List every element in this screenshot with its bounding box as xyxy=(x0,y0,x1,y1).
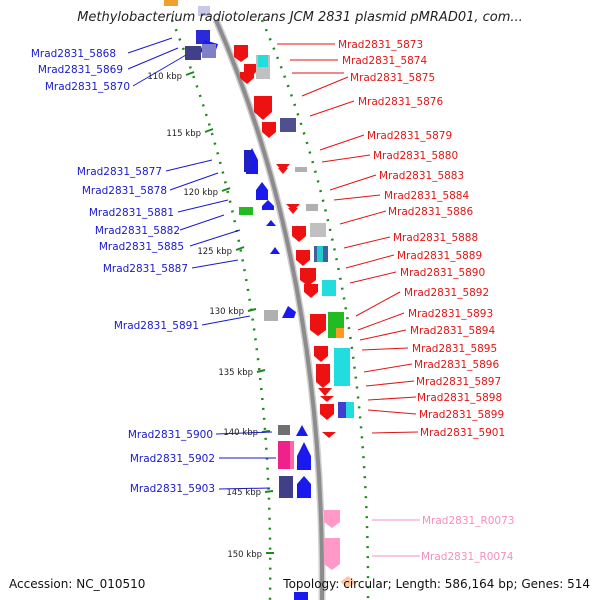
gene-block-top-pale xyxy=(198,6,210,16)
left-strand-genes xyxy=(185,30,311,600)
scale-label: 150 kbp xyxy=(227,550,262,560)
rna-gene-labels: Mrad2831_R0073 Mrad2831_R0074 xyxy=(421,515,514,563)
gene-label-right[interactable]: Mrad2831_5901 xyxy=(420,427,505,439)
gene-label-left[interactable]: Mrad2831_5903 xyxy=(130,483,215,495)
gene-label-right[interactable]: Mrad2831_5879 xyxy=(367,130,452,142)
map-title: Methylobacterium radiotolerans JCM 2831 … xyxy=(77,10,523,25)
scale-label: 120 kbp xyxy=(183,188,218,198)
accession-text: Accession: NC_010510 xyxy=(9,577,146,591)
gene-label-right[interactable]: Mrad2831_5886 xyxy=(388,206,473,218)
gene-label-right[interactable]: Mrad2831_5889 xyxy=(397,250,482,262)
gene-label-left[interactable]: Mrad2831_5881 xyxy=(89,207,174,219)
gene-label-right[interactable]: Mrad2831_5880 xyxy=(373,150,458,162)
gene-label-left[interactable]: Mrad2831_5902 xyxy=(130,453,215,465)
right-gene-labels: Mrad2831_5873 Mrad2831_5874 Mrad2831_587… xyxy=(338,39,505,439)
gene-label-right[interactable]: Mrad2831_5890 xyxy=(400,267,485,279)
scale-label: 145 kbp xyxy=(226,488,261,498)
scale-label: 130 kbp xyxy=(209,307,244,317)
gene-block-top-orange xyxy=(164,0,178,6)
gene-label-right[interactable]: Mrad2831_5875 xyxy=(350,72,435,84)
gene-label-left[interactable]: Mrad2831_5885 xyxy=(99,241,184,253)
rna-leader-lines xyxy=(372,519,420,557)
gene-label-rna[interactable]: Mrad2831_R0073 xyxy=(422,515,514,527)
scale-label: 125 kbp xyxy=(197,247,232,257)
gene-label-right[interactable]: Mrad2831_5873 xyxy=(338,39,423,51)
gene-label-right[interactable]: Mrad2831_5888 xyxy=(393,232,478,244)
scale-ticks xyxy=(185,71,274,554)
left-gene-labels: Mrad2831_5868 Mrad2831_5869 Mrad2831_587… xyxy=(31,48,215,495)
gene-label-right[interactable]: Mrad2831_5893 xyxy=(408,308,493,320)
gene-label-left[interactable]: Mrad2831_5887 xyxy=(103,263,188,275)
gene-label-left[interactable]: Mrad2831_5870 xyxy=(45,81,130,93)
gene-label-right[interactable]: Mrad2831_5874 xyxy=(342,55,427,67)
inner-dotted-track xyxy=(170,19,272,600)
gene-label-left[interactable]: Mrad2831_5869 xyxy=(38,64,123,76)
right-strand-genes xyxy=(234,45,356,588)
gene-label-right[interactable]: Mrad2831_5892 xyxy=(404,287,489,299)
gene-label-right[interactable]: Mrad2831_5897 xyxy=(416,376,501,388)
gene-label-right[interactable]: Mrad2831_5898 xyxy=(417,392,502,404)
gene-label-left[interactable]: Mrad2831_5868 xyxy=(31,48,116,60)
gene-label-right[interactable]: Mrad2831_5895 xyxy=(412,343,497,355)
gene-label-left[interactable]: Mrad2831_5891 xyxy=(114,320,199,332)
scale-label: 115 kbp xyxy=(166,129,201,139)
gene-label-right[interactable]: Mrad2831_5894 xyxy=(410,325,495,337)
backbone-arc-core xyxy=(214,19,325,600)
scale-label: 135 kbp xyxy=(218,368,253,378)
gene-label-right[interactable]: Mrad2831_5899 xyxy=(419,409,504,421)
gene-label-left[interactable]: Mrad2831_5900 xyxy=(128,429,213,441)
gene-label-left[interactable]: Mrad2831_5877 xyxy=(77,166,162,178)
gene-label-left[interactable]: Mrad2831_5878 xyxy=(82,185,167,197)
gene-label-left[interactable]: Mrad2831_5882 xyxy=(95,225,180,237)
gene-label-right[interactable]: Mrad2831_5896 xyxy=(414,359,499,371)
scale-label: 110 kbp xyxy=(147,72,182,82)
gene-label-right[interactable]: Mrad2831_5883 xyxy=(379,170,464,182)
topology-text: Topology: circular; Length: 586,164 bp; … xyxy=(283,577,590,591)
left-leader-lines xyxy=(127,37,276,490)
right-leader-lines xyxy=(277,43,419,434)
gene-label-right[interactable]: Mrad2831_5876 xyxy=(358,96,443,108)
scale-labels: 110 kbp 115 kbp 120 kbp 125 kbp 130 kbp … xyxy=(147,72,262,560)
gene-label-rna[interactable]: Mrad2831_R0074 xyxy=(421,551,514,563)
gene-label-right[interactable]: Mrad2831_5884 xyxy=(384,190,469,202)
scale-label: 140 kbp xyxy=(223,428,258,438)
